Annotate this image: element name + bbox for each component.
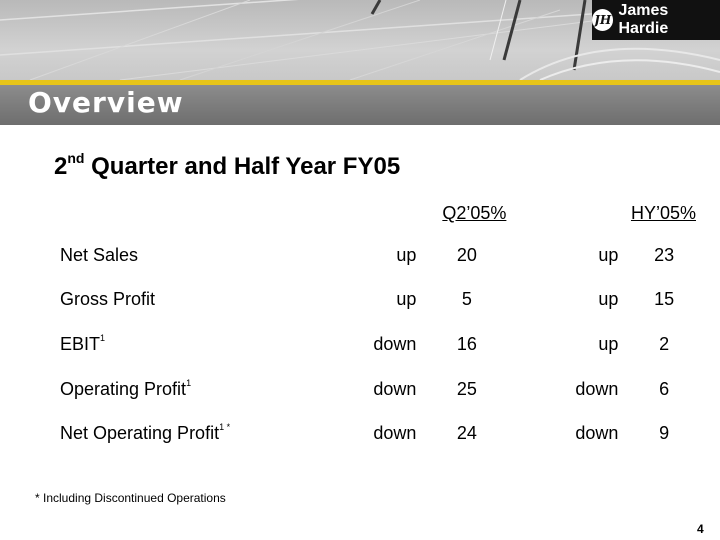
heading-prefix: 2 <box>54 153 68 180</box>
column-header-q2: Q2’05% <box>442 203 507 223</box>
page-heading: 2nd Quarter and Half Year FY05 <box>54 150 401 181</box>
hy-direction: down <box>575 378 619 399</box>
table-header-row: Q2’05% HY’05% <box>50 200 710 233</box>
row-label: Net Operating Profit1 * <box>50 411 326 456</box>
hy-direction: up <box>598 244 619 265</box>
results-table: Q2’05% HY’05% Net Sales up 20 up 23 Gros… <box>50 200 710 456</box>
brand-mark-letters: JH <box>594 13 612 27</box>
hy-direction: up <box>598 289 619 310</box>
section-title: Overview <box>28 86 184 119</box>
q2-value: 25 <box>456 378 477 399</box>
row-label-text: Net Sales <box>60 244 139 265</box>
row-label: Operating Profit1 <box>50 367 326 412</box>
row-footnote-mark: 1 * <box>219 422 231 433</box>
table-row: EBIT1 down 16 up 2 <box>50 322 710 367</box>
q2-direction: down <box>373 378 417 399</box>
table-row: Operating Profit1 down 25 down 6 <box>50 367 710 412</box>
header-spacer <box>50 200 326 233</box>
table-row: Net Sales up 20 up 23 <box>50 233 710 278</box>
row-label-text: Gross Profit <box>60 289 156 310</box>
title-band <box>0 85 720 125</box>
q2-direction: down <box>373 423 417 444</box>
row-label-text: Net Operating Profit <box>60 423 220 444</box>
q2-value: 5 <box>461 289 472 310</box>
heading-superscript: nd <box>67 150 85 166</box>
hy-direction: down <box>575 423 619 444</box>
q2-value: 16 <box>456 333 477 354</box>
column-header-hy: HY’05% <box>630 203 696 223</box>
hy-value: 15 <box>654 289 675 310</box>
footnote: * Including Discontinued Operations <box>35 491 226 505</box>
hy-value: 2 <box>659 333 670 354</box>
page-number: 4 <box>697 522 704 536</box>
hy-value: 9 <box>659 423 670 444</box>
brand-logo: JH James Hardie <box>592 0 720 40</box>
row-footnote-mark: 1 <box>100 332 106 343</box>
q2-value: 24 <box>456 423 477 444</box>
brand-name: James Hardie <box>618 2 669 37</box>
hy-value: 23 <box>654 244 675 265</box>
row-label: EBIT1 <box>50 322 326 367</box>
header-banner: Overview JH James Hardie <box>0 0 720 125</box>
accent-stripe <box>0 80 720 85</box>
row-label-text: Operating Profit <box>60 378 187 399</box>
table-row: Net Operating Profit1 * down 24 down 9 <box>50 411 710 456</box>
q2-value: 20 <box>456 244 477 265</box>
q2-direction: up <box>396 244 417 265</box>
row-label: Net Sales <box>50 233 326 278</box>
q2-direction: down <box>373 333 417 354</box>
brand-mark-icon: JH <box>592 9 614 31</box>
hy-direction: up <box>598 333 619 354</box>
row-label: Gross Profit <box>50 278 326 323</box>
row-label-text: EBIT <box>60 333 101 354</box>
hy-value: 6 <box>659 378 670 399</box>
row-footnote-mark: 1 <box>186 377 192 388</box>
table-row: Gross Profit up 5 up 15 <box>50 278 710 323</box>
heading-text: Quarter and Half Year FY05 <box>84 153 401 180</box>
q2-direction: up <box>396 289 417 310</box>
